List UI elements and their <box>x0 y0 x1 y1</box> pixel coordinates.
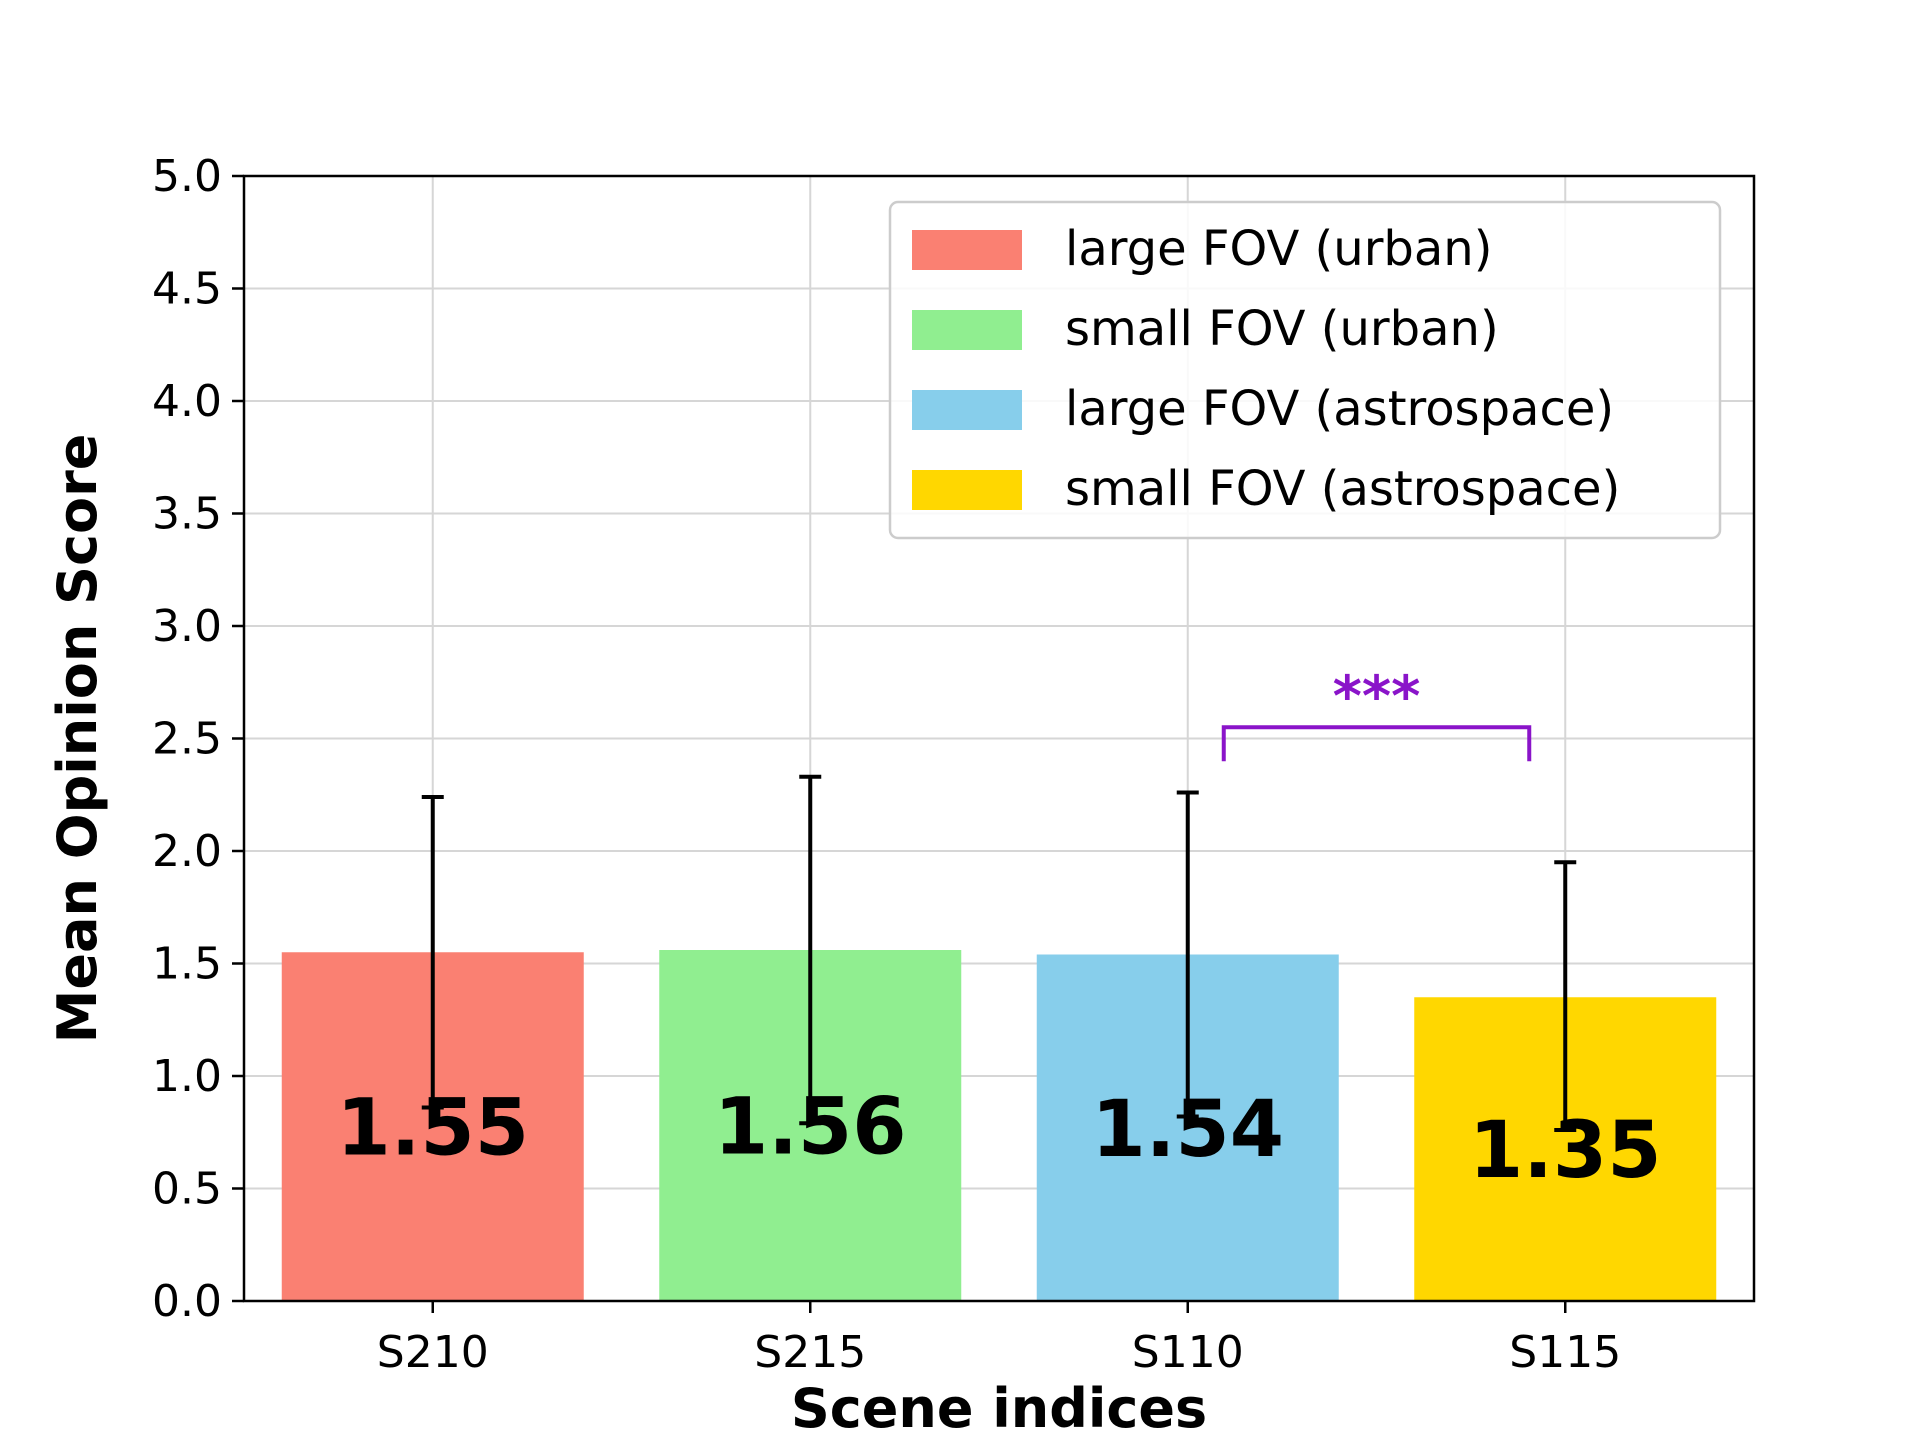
y-tick-label-1: 0.5 <box>152 1164 222 1215</box>
x-tick-label-S115: S115 <box>1509 1327 1621 1378</box>
x-axis-ticks: S210 S215 S110 S115 <box>377 1301 1621 1378</box>
legend-label-0: large FOV (urban) <box>1065 221 1492 277</box>
legend-swatch-0 <box>912 230 1022 270</box>
legend-box <box>888 200 1722 540</box>
x-tick-label-S215: S215 <box>754 1327 866 1378</box>
y-tick-label-4: 2.0 <box>152 826 222 877</box>
error-bars <box>421 774 1577 1132</box>
significance-annotation: *** <box>1221 664 1532 762</box>
error-bar-S115 <box>1554 860 1577 1132</box>
legend-label-3: small FOV (astrospace) <box>1065 461 1620 517</box>
y-tick-label-0: 0.0 <box>152 1276 222 1327</box>
error-bar-S110 <box>1176 790 1199 1119</box>
legend-swatch-2 <box>912 390 1022 430</box>
data-labels: 1.55 1.56 1.54 1.35 <box>337 1083 1662 1197</box>
bars <box>281 950 1717 1301</box>
y-tick-label-8: 4.0 <box>152 376 222 427</box>
legend-swatch-1 <box>912 310 1022 350</box>
significance-bracket <box>1221 725 1532 762</box>
y-axis-title: Mean Opinion Score <box>46 434 109 1044</box>
y-tick-label-2: 1.0 <box>152 1051 222 1102</box>
x-tick-label-S110: S110 <box>1132 1327 1244 1378</box>
y-axis-ticks: 0.0 0.5 1.0 1.5 2.0 2.5 3.0 3.5 4.0 4.5 5.0 <box>152 151 244 1327</box>
y-tick-label-5: 2.5 <box>152 714 222 765</box>
significance-stars: *** <box>1333 664 1421 729</box>
legend-label-1: small FOV (urban) <box>1065 301 1499 357</box>
y-tick-label-10: 5.0 <box>152 151 222 202</box>
x-tick-label-S210: S210 <box>377 1327 489 1378</box>
y-tick-label-6: 3.0 <box>152 601 222 652</box>
legend-label-2: large FOV (astrospace) <box>1065 381 1614 437</box>
legend-swatch-3 <box>912 470 1022 510</box>
y-tick-label-7: 3.5 <box>152 489 222 540</box>
error-bar-S210 <box>421 795 444 1110</box>
error-bar-S215 <box>799 774 822 1126</box>
x-axis-title: Scene indices <box>791 1377 1207 1440</box>
y-tick-label-9: 4.5 <box>152 264 222 315</box>
legend: large FOV (urban) small FOV (urban) large … <box>888 200 1722 540</box>
y-tick-label-3: 1.5 <box>152 939 222 990</box>
